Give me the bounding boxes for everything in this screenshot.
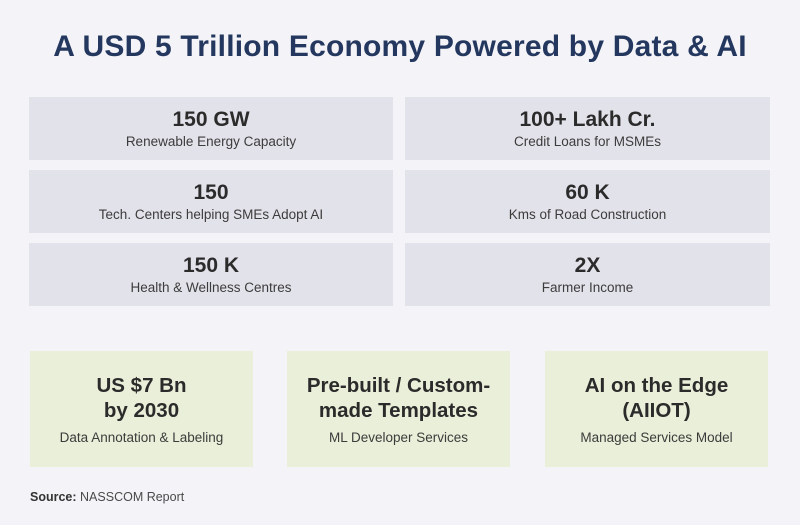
stat-tech-centers: 150 Tech. Centers helping SMEs Adopt AI — [29, 170, 393, 233]
stat-value: 150 — [193, 181, 229, 204]
stats-grid: 150 GW Renewable Energy Capacity 100+ La… — [29, 97, 770, 306]
stat-renewable-energy: 150 GW Renewable Energy Capacity — [29, 97, 393, 160]
stat-credit-loans: 100+ Lakh Cr. Credit Loans for MSMEs — [405, 97, 770, 160]
opportunity-cards: US $7 Bn by 2030 Data Annotation & Label… — [30, 351, 769, 467]
card-heading-line2: made Templates — [318, 399, 479, 422]
stat-value: 60 K — [565, 181, 610, 204]
stat-value: 100+ Lakh Cr. — [519, 108, 656, 131]
stat-label: Farmer Income — [541, 280, 634, 295]
card-heading-line1: Pre-built / Custom- — [306, 374, 491, 397]
card-ai-on-edge: AI on the Edge (AIIOT) Managed Services … — [545, 351, 768, 467]
card-heading-line1: AI on the Edge — [584, 374, 729, 397]
stat-value: 150 GW — [172, 108, 250, 131]
card-label: Data Annotation & Labeling — [59, 430, 224, 445]
stat-farmer-income: 2X Farmer Income — [405, 243, 770, 306]
page-title: A USD 5 Trillion Economy Powered by Data… — [53, 30, 747, 63]
stat-label: Tech. Centers helping SMEs Adopt AI — [98, 207, 324, 222]
card-heading-line1: US $7 Bn — [96, 374, 187, 397]
card-label: Managed Services Model — [580, 430, 733, 445]
card-label: ML Developer Services — [328, 430, 469, 445]
stat-label: Credit Loans for MSMEs — [513, 134, 662, 149]
source-label: Source: — [30, 490, 77, 504]
stat-value: 150 K — [182, 254, 240, 277]
stat-label: Renewable Energy Capacity — [125, 134, 297, 149]
stat-label: Kms of Road Construction — [508, 207, 667, 222]
card-heading-line2: by 2030 — [103, 399, 180, 422]
stat-health-centres: 150 K Health & Wellness Centres — [29, 243, 393, 306]
card-ml-templates: Pre-built / Custom- made Templates ML De… — [287, 351, 510, 467]
source-text: NASSCOM Report — [80, 490, 185, 504]
card-heading-line2: (AIIOT) — [622, 399, 691, 422]
card-data-annotation: US $7 Bn by 2030 Data Annotation & Label… — [30, 351, 253, 467]
stat-value: 2X — [574, 254, 601, 277]
stat-label: Health & Wellness Centres — [130, 280, 292, 295]
source-note: Source: NASSCOM Report — [30, 490, 184, 504]
stat-road-construction: 60 K Kms of Road Construction — [405, 170, 770, 233]
